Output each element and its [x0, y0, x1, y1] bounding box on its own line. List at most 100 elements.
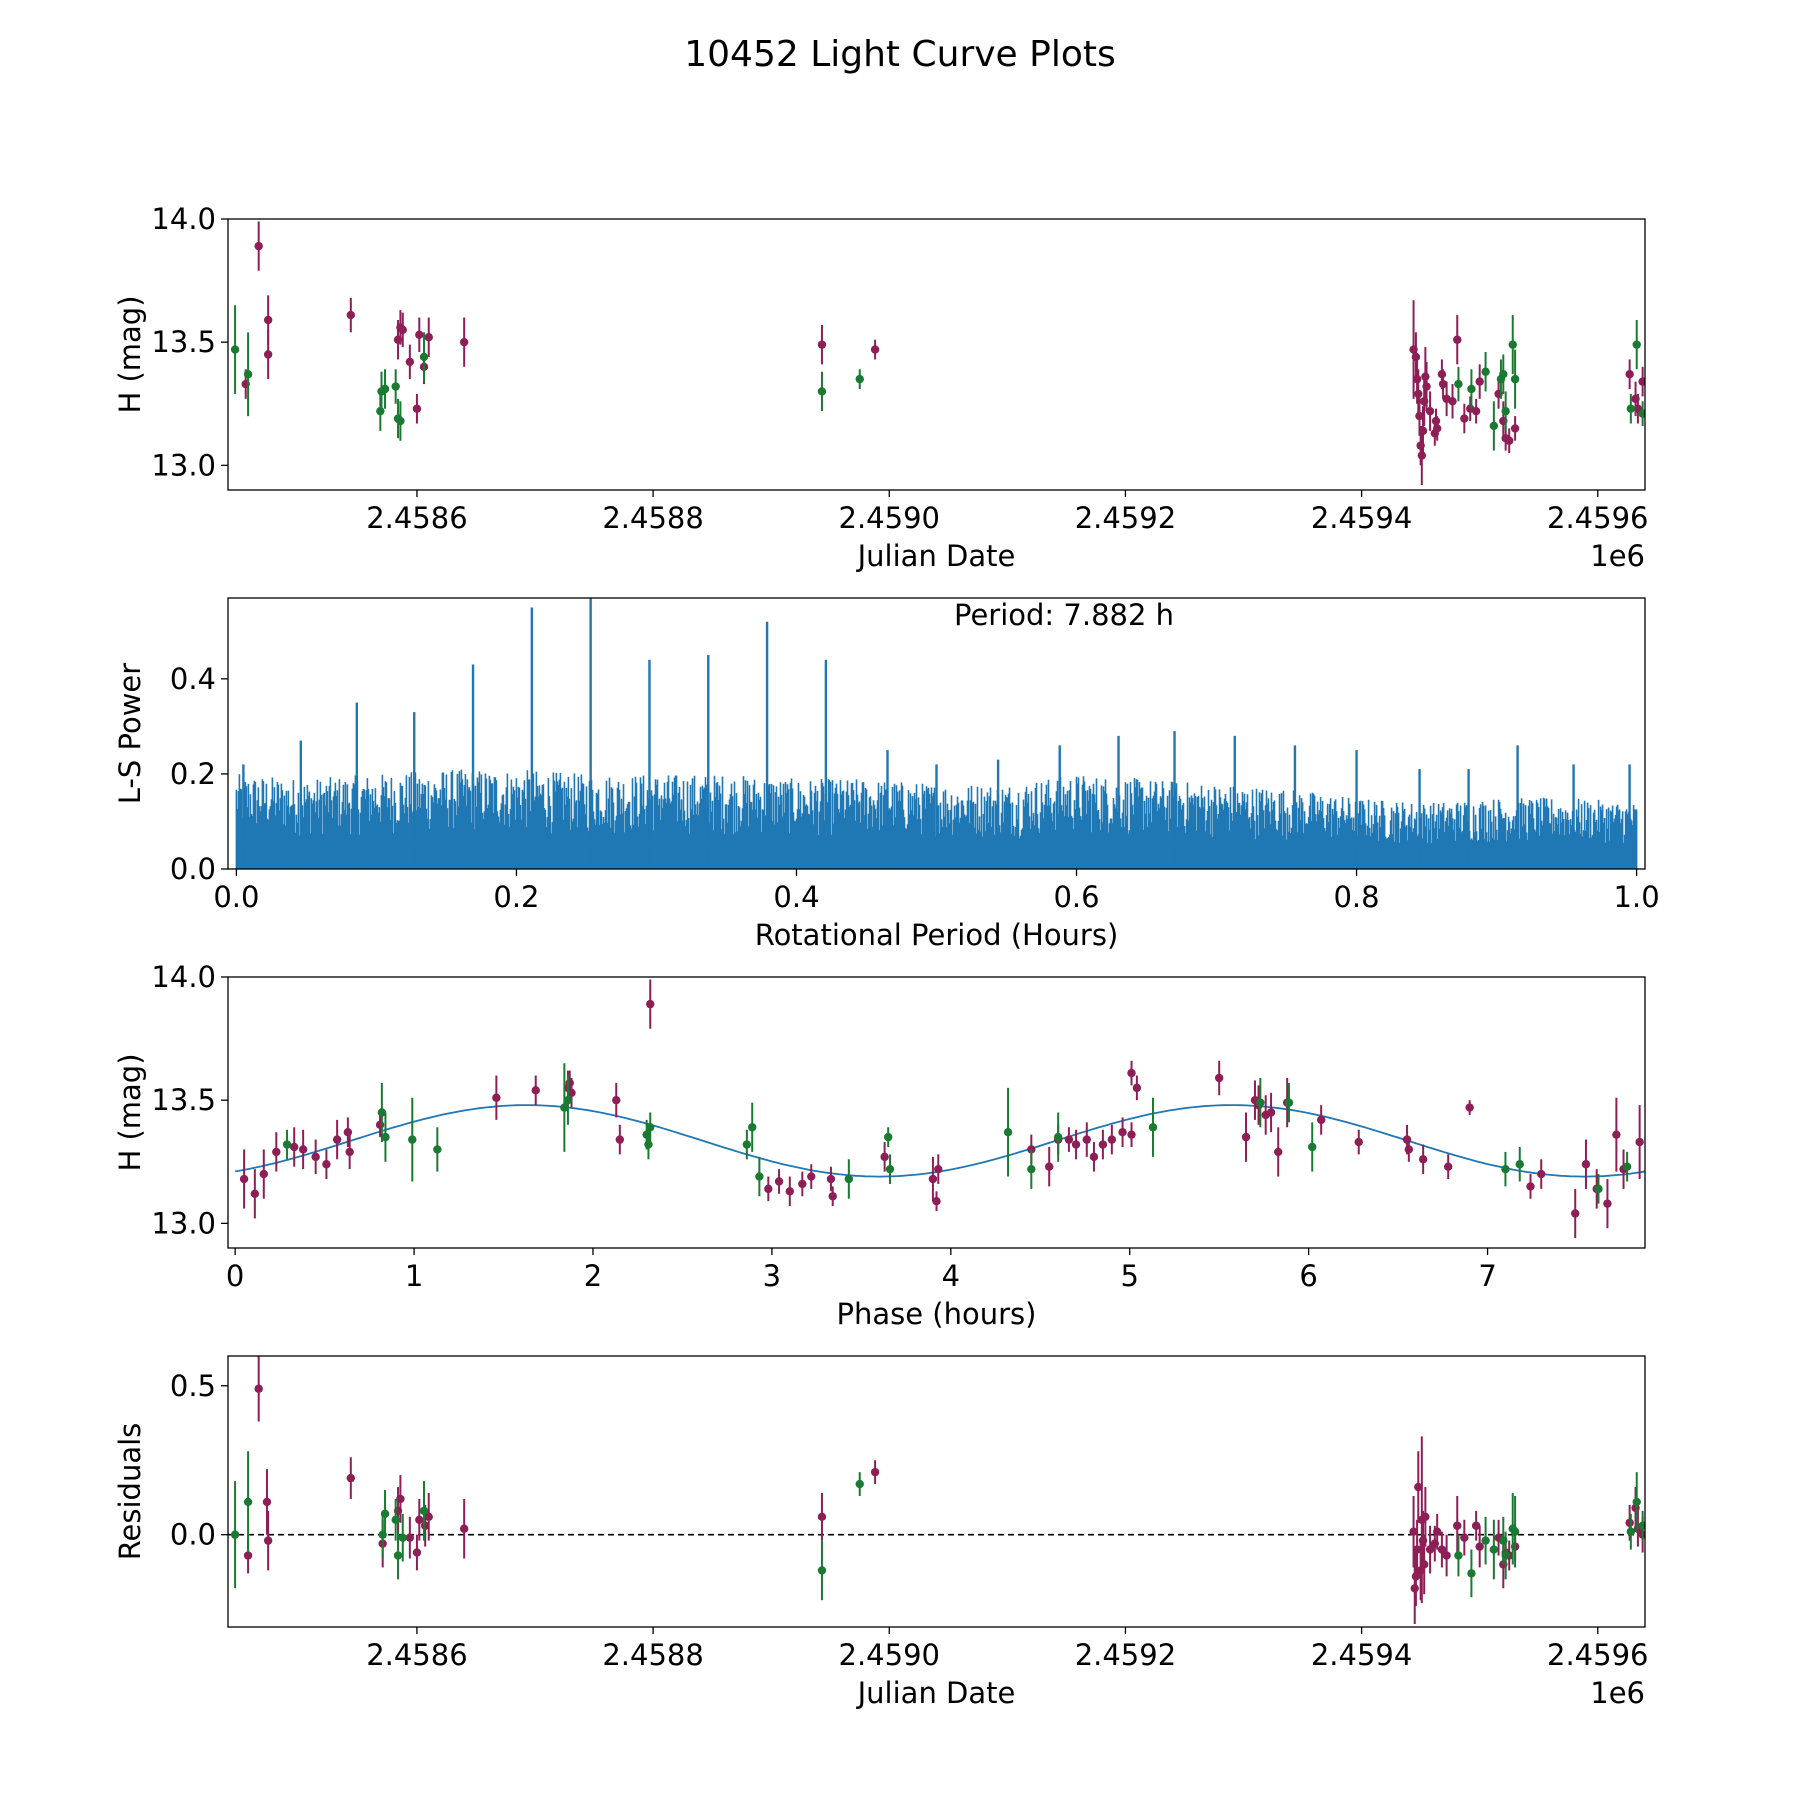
data-point	[393, 1551, 403, 1560]
data-point	[646, 1123, 655, 1132]
axes-frame	[227, 976, 1646, 1249]
series-red	[243, 1356, 1645, 1625]
data-point	[1432, 424, 1442, 433]
data-point	[343, 1128, 353, 1137]
data-point	[1316, 1115, 1326, 1125]
data-point	[1148, 1123, 1158, 1132]
data-point	[870, 345, 880, 354]
data-point	[932, 1196, 941, 1206]
data-point	[282, 1140, 292, 1149]
data-point	[1453, 1521, 1462, 1530]
data-point	[1098, 1140, 1108, 1149]
data-point	[1443, 1162, 1453, 1171]
y-tick-label: 13.0	[151, 1206, 216, 1240]
x-tick-label: 2.4594	[1311, 1638, 1412, 1672]
x-tick-label: 0	[226, 1259, 244, 1293]
y-axis-label: H (mag)	[113, 295, 147, 413]
data-point	[615, 1135, 625, 1144]
x-tick-label: 6	[1299, 1259, 1317, 1293]
x-tick-label: 2.4596	[1547, 1638, 1648, 1672]
y-tick-label: 0.0	[170, 852, 216, 886]
data-point	[230, 1530, 240, 1539]
data-point	[531, 1086, 540, 1095]
data-point	[1501, 1551, 1510, 1560]
data-point	[1118, 1128, 1127, 1137]
data-point	[1082, 1135, 1091, 1144]
y-tick-label: 13.0	[151, 448, 216, 482]
data-point	[1626, 1527, 1636, 1536]
data-point	[262, 1497, 272, 1507]
data-point	[311, 1152, 320, 1162]
data-point	[1622, 1162, 1632, 1171]
data-point	[1412, 374, 1422, 384]
data-point	[1127, 1068, 1136, 1078]
x-tick-label: 1.0	[1614, 880, 1660, 914]
x-tick-label: 0.2	[493, 880, 539, 914]
data-point	[396, 416, 405, 426]
y-tick-label: 0.4	[170, 662, 216, 696]
data-point	[381, 1132, 390, 1142]
data-point	[1638, 1521, 1645, 1530]
plot-area	[230, 221, 1645, 486]
y-axis-label: Residuals	[113, 1423, 147, 1561]
data-point	[230, 345, 240, 354]
data-point	[563, 1095, 573, 1105]
data-point	[1419, 1560, 1429, 1569]
data-point	[391, 382, 400, 391]
data-point	[377, 1108, 387, 1117]
x-tick-label: 4	[942, 1259, 960, 1293]
data-point	[1127, 1130, 1136, 1139]
data-point	[855, 1479, 864, 1489]
data-point	[1460, 414, 1469, 423]
data-point	[1471, 1521, 1481, 1530]
data-point	[398, 325, 407, 335]
x-tick-label: 0.4	[773, 880, 819, 914]
data-point	[243, 1551, 253, 1560]
data-point	[396, 1494, 405, 1504]
x-tick-label: 1	[405, 1259, 423, 1293]
series-green	[230, 305, 1645, 451]
data-point	[459, 337, 469, 347]
x-offset-label: 1e6	[1590, 539, 1645, 573]
data-point	[1467, 384, 1476, 394]
series-red	[241, 221, 1645, 486]
y-axis-label: L-S Power	[113, 663, 147, 804]
data-point	[424, 333, 433, 342]
x-tick-label: 2.4588	[602, 501, 703, 535]
data-point	[424, 1512, 433, 1522]
panel-light-curve: 2.4586 2.4588 2.4590 2.4592 2.4594 2.4596 13.0…	[113, 202, 1649, 573]
data-point	[1214, 1073, 1224, 1083]
data-point	[785, 1187, 794, 1196]
data-point	[254, 1384, 263, 1393]
data-point	[1499, 370, 1508, 379]
data-point	[1626, 404, 1636, 413]
x-tick-label: 2.4586	[366, 1638, 467, 1672]
x-axis-label: Julian Date	[856, 539, 1016, 573]
data-point	[1422, 382, 1431, 391]
data-point	[1475, 1542, 1484, 1551]
data-point	[380, 384, 390, 394]
data-point	[612, 1095, 621, 1105]
data-point	[1308, 1142, 1317, 1152]
plot-area	[235, 979, 1645, 1239]
data-point	[1481, 367, 1490, 376]
data-point	[1274, 1147, 1283, 1157]
data-point	[1027, 1164, 1036, 1174]
data-point	[1442, 1551, 1451, 1560]
y-tick-label: 13.5	[151, 1083, 216, 1117]
data-point	[844, 1174, 854, 1184]
data-point	[1632, 1497, 1641, 1507]
data-point	[375, 1120, 385, 1130]
data-point	[459, 1524, 469, 1533]
data-point	[492, 1093, 501, 1102]
x-tick-label: 2.4592	[1075, 1638, 1176, 1672]
x-tick-label: 2	[584, 1259, 602, 1293]
data-point	[405, 357, 415, 367]
y-axis-label: H (mag)	[113, 1053, 147, 1171]
y-tick-label: 0.0	[170, 1518, 216, 1552]
x-tick-label: 2.4590	[839, 501, 940, 535]
x-tick-label: 2.4588	[602, 1638, 703, 1672]
data-point	[1635, 1137, 1644, 1147]
data-point	[1409, 1527, 1418, 1536]
